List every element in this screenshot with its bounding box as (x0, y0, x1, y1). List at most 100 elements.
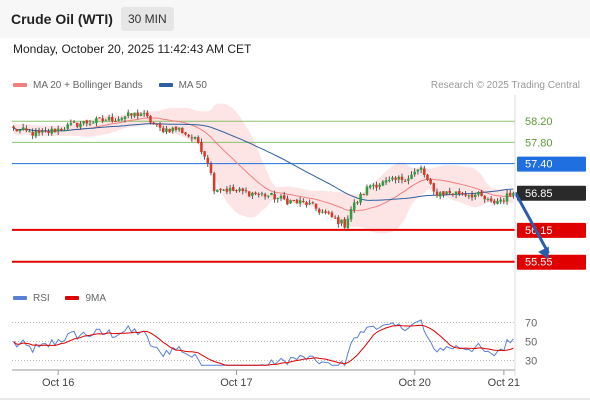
candle (257, 192, 260, 198)
candle (308, 199, 311, 205)
candle (95, 116, 98, 127)
candle (302, 198, 305, 203)
timeframe-badge[interactable]: 30 MIN (121, 7, 174, 31)
candle (63, 127, 66, 132)
candle (493, 198, 496, 206)
bollinger-band-area (13, 103, 514, 234)
candle (311, 201, 315, 205)
level-label-56.15: 56.15 (525, 225, 553, 237)
rsi-panel: 70 50 30 (12, 318, 537, 368)
candle (136, 109, 140, 120)
candle (72, 120, 76, 123)
candle (165, 126, 168, 135)
ma50-line (13, 123, 514, 201)
x-tick-label: Oct 20 (399, 377, 431, 389)
candle (155, 123, 159, 127)
candle (314, 203, 318, 212)
candle (349, 206, 353, 222)
candle (37, 127, 41, 136)
candle (15, 129, 19, 132)
bottom-border (0, 398, 590, 400)
candle (18, 129, 22, 134)
candle (356, 200, 359, 205)
candle (464, 191, 467, 198)
candle (161, 125, 165, 134)
candle (512, 191, 515, 199)
level-tag-57.40 (517, 156, 586, 172)
candle (142, 109, 146, 117)
candle (212, 171, 216, 195)
candle (53, 128, 57, 133)
candle (88, 120, 92, 127)
candle (228, 184, 232, 195)
candle (60, 127, 63, 131)
rsi-legend: RSI 9MA (13, 293, 119, 304)
candle (499, 197, 502, 204)
candle (107, 114, 111, 122)
candle (66, 122, 69, 131)
candle (187, 133, 190, 138)
rsi-line (13, 319, 514, 367)
forecast-arrow-head (538, 246, 549, 260)
candle (184, 131, 187, 136)
candle (429, 177, 432, 185)
x-tick-label: Oct 21 (488, 377, 520, 389)
last-price-label: 56.85 (525, 188, 553, 200)
chart-datetime: Monday, October 20, 2025 11:42:43 AM CET (13, 42, 252, 56)
candle (69, 119, 73, 127)
candle (146, 110, 149, 118)
candle (426, 173, 429, 182)
level-label-57.80: 57.80 (525, 137, 553, 149)
forecast-arrow (514, 192, 550, 260)
candle (50, 126, 54, 136)
candle (477, 191, 480, 197)
rsi-tick-70: 70 (525, 318, 537, 330)
candle (203, 150, 206, 160)
candle (123, 115, 127, 123)
candle (133, 112, 136, 118)
candle (25, 125, 28, 133)
candle (231, 184, 235, 192)
candle (263, 192, 267, 200)
candle (177, 127, 181, 132)
rsi-tick-50: 50 (525, 337, 537, 349)
candle (289, 199, 292, 204)
x-axis: Oct 16 Oct 17 Oct 20 Oct 21 (12, 95, 520, 389)
rsi-tick-30: 30 (525, 356, 537, 368)
candle (467, 194, 471, 199)
candle (368, 184, 372, 190)
candle (225, 186, 229, 195)
moving-averages (13, 117, 514, 212)
candle (372, 183, 375, 190)
candle (260, 191, 264, 197)
candle (114, 118, 117, 123)
candle (337, 215, 340, 228)
candle (333, 215, 337, 219)
candle (378, 183, 381, 190)
candle (130, 113, 133, 119)
candle (461, 191, 464, 196)
candle (254, 191, 257, 196)
candle (384, 177, 388, 185)
candle (458, 188, 461, 197)
candle (324, 209, 327, 215)
candle (209, 161, 213, 176)
candle (343, 216, 346, 229)
candle (235, 189, 238, 193)
candle (247, 191, 251, 198)
ma20-line (13, 117, 514, 212)
bollinger-bands (13, 103, 514, 234)
candle (470, 190, 474, 201)
candle (267, 195, 270, 199)
candle (79, 121, 82, 130)
candle (244, 187, 248, 194)
candle (508, 189, 512, 197)
candle (98, 117, 101, 119)
candlesticks (12, 109, 515, 229)
candle (206, 155, 210, 167)
candle (394, 176, 397, 184)
rsi-9ma-line (13, 324, 514, 366)
candle (101, 115, 105, 124)
candle (47, 128, 50, 136)
legend-item-rsi: RSI (13, 293, 50, 304)
